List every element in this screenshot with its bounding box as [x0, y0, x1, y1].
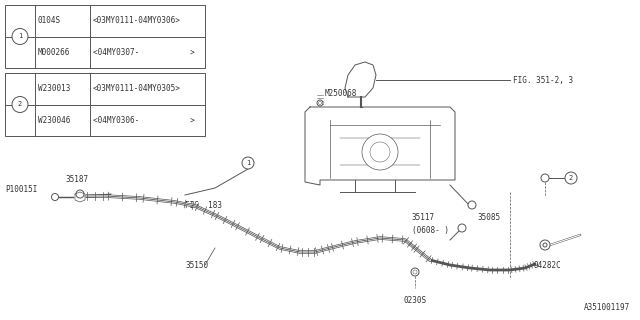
Circle shape	[12, 28, 28, 44]
Polygon shape	[75, 192, 85, 202]
Text: FIG. 183: FIG. 183	[185, 201, 222, 210]
Text: W230046: W230046	[38, 116, 70, 125]
Text: <03MY0111-04MY0305>: <03MY0111-04MY0305>	[93, 84, 181, 93]
Text: <04MY0306-           >: <04MY0306- >	[93, 116, 195, 125]
Circle shape	[362, 134, 398, 170]
Text: 94282C: 94282C	[533, 261, 561, 270]
Text: 35187: 35187	[65, 174, 88, 183]
Text: M000266: M000266	[38, 48, 70, 57]
Circle shape	[12, 97, 28, 113]
Text: FIG. 351-2, 3: FIG. 351-2, 3	[513, 76, 573, 84]
Text: 1: 1	[246, 160, 250, 166]
Text: 2: 2	[569, 175, 573, 181]
Text: 2: 2	[18, 101, 22, 108]
Text: A351001197: A351001197	[584, 303, 630, 312]
Text: 35085: 35085	[477, 212, 500, 221]
Circle shape	[565, 172, 577, 184]
Text: W230013: W230013	[38, 84, 70, 93]
Circle shape	[411, 268, 419, 276]
Bar	[5, 73, 205, 136]
Circle shape	[319, 101, 321, 105]
Circle shape	[458, 224, 466, 232]
Text: 0230S: 0230S	[403, 296, 426, 305]
Text: M250068: M250068	[325, 89, 357, 98]
Polygon shape	[305, 107, 455, 185]
Circle shape	[242, 157, 254, 169]
Text: <04MY0307-           >: <04MY0307- >	[93, 48, 195, 57]
Circle shape	[543, 243, 547, 247]
Circle shape	[370, 142, 390, 162]
Circle shape	[317, 100, 323, 106]
Text: 35150: 35150	[185, 260, 208, 269]
Circle shape	[76, 190, 84, 198]
Circle shape	[51, 194, 58, 201]
Text: 1: 1	[18, 34, 22, 39]
Bar	[5, 5, 205, 68]
Text: 35117: 35117	[412, 213, 435, 222]
Circle shape	[468, 201, 476, 209]
Text: <03MY0111-04MY0306>: <03MY0111-04MY0306>	[93, 16, 181, 25]
Text: P10015I: P10015I	[5, 185, 37, 194]
Circle shape	[540, 240, 550, 250]
Circle shape	[413, 270, 417, 274]
Circle shape	[541, 174, 549, 182]
Polygon shape	[345, 62, 376, 97]
Text: (0608- ): (0608- )	[412, 227, 449, 236]
Text: 0104S: 0104S	[38, 16, 61, 25]
